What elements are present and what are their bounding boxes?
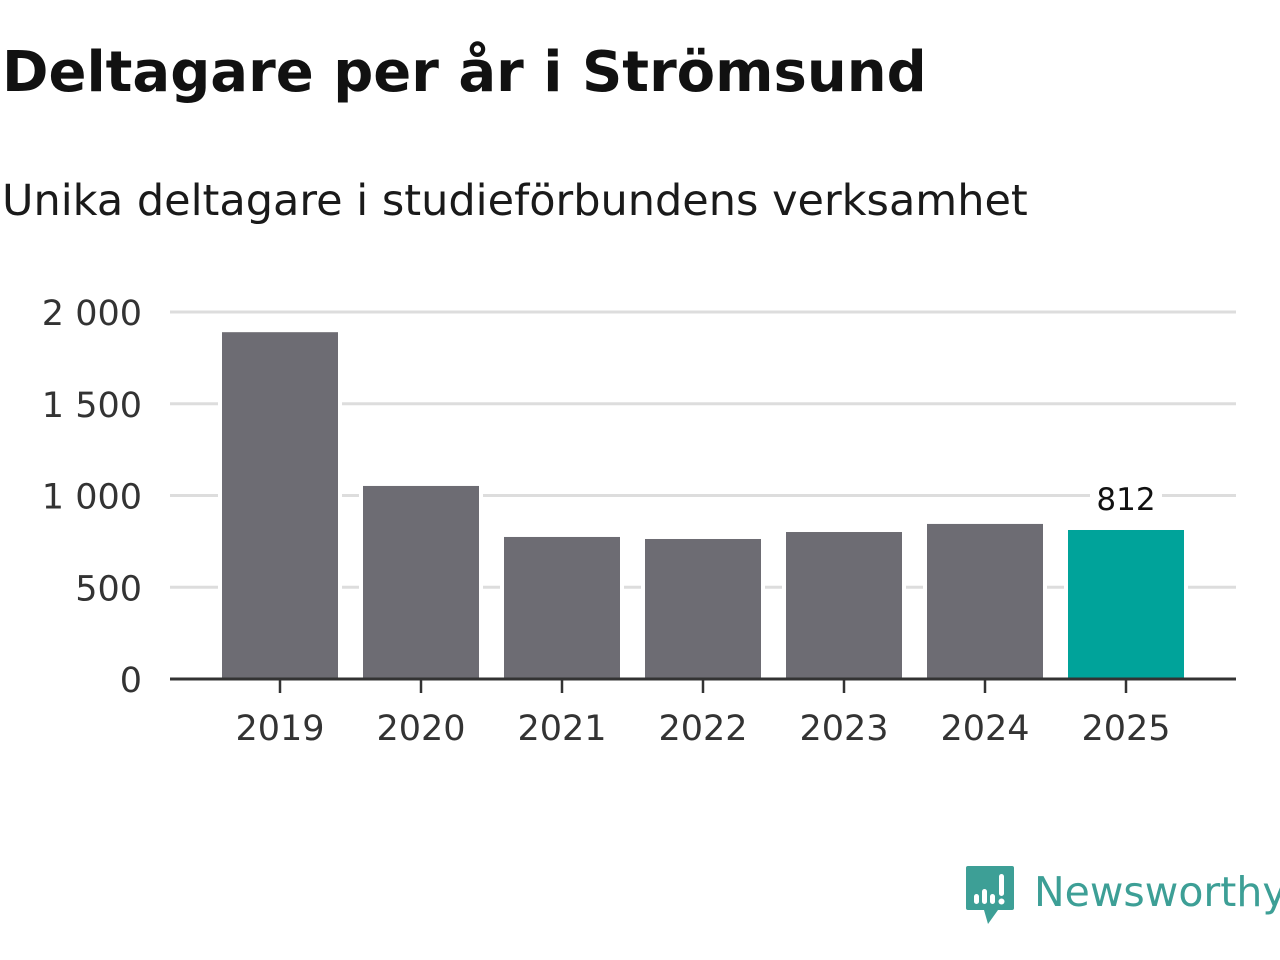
- x-tick-label: 2022: [658, 709, 747, 749]
- bar-2021: [504, 536, 620, 679]
- x-tick-label: 2023: [799, 709, 888, 749]
- labels: 0 500 1 000 1 500 2 000 2019 2020 2021 2022 2023 2…: [42, 294, 1171, 749]
- bars: [218, 328, 1188, 679]
- newsworthy-logo-icon: [966, 866, 1014, 924]
- y-tick-label: 500: [75, 569, 142, 609]
- x-tick-label: 2024: [940, 709, 1029, 749]
- bar-2025: [1068, 529, 1184, 679]
- bar-2022: [645, 538, 761, 679]
- y-tick-label: 1 000: [42, 478, 142, 518]
- chart-title: Deltagare per år i Strömsund: [2, 40, 927, 105]
- x-axis: [170, 677, 1236, 693]
- y-tick-label: 0: [120, 661, 142, 701]
- data-label: 812: [1096, 482, 1155, 518]
- bar-chart: 0 500 1 000 1 500 2 000 2019 2020 2021 2022 2023 2…: [42, 294, 1236, 749]
- data-label-bg: [1090, 481, 1162, 516]
- chart-subtitle: Unika deltagare i studieförbundens verks…: [2, 176, 1028, 226]
- bar-2023: [786, 532, 902, 679]
- bar-2024: [927, 523, 1043, 679]
- x-tick-label: 2019: [235, 709, 324, 749]
- x-tick-label: 2021: [517, 709, 606, 749]
- newsworthy-logo: Newsworthy: [964, 864, 1280, 926]
- x-tick-label: 2025: [1081, 709, 1170, 749]
- bar-2020: [363, 485, 479, 679]
- bar-2019: [222, 332, 338, 679]
- x-tick-label: 2020: [376, 709, 465, 749]
- y-tick-label: 1 500: [42, 386, 142, 426]
- y-tick-label: 2 000: [42, 294, 142, 334]
- newsworthy-logo-text: Newsworthy: [1034, 868, 1280, 916]
